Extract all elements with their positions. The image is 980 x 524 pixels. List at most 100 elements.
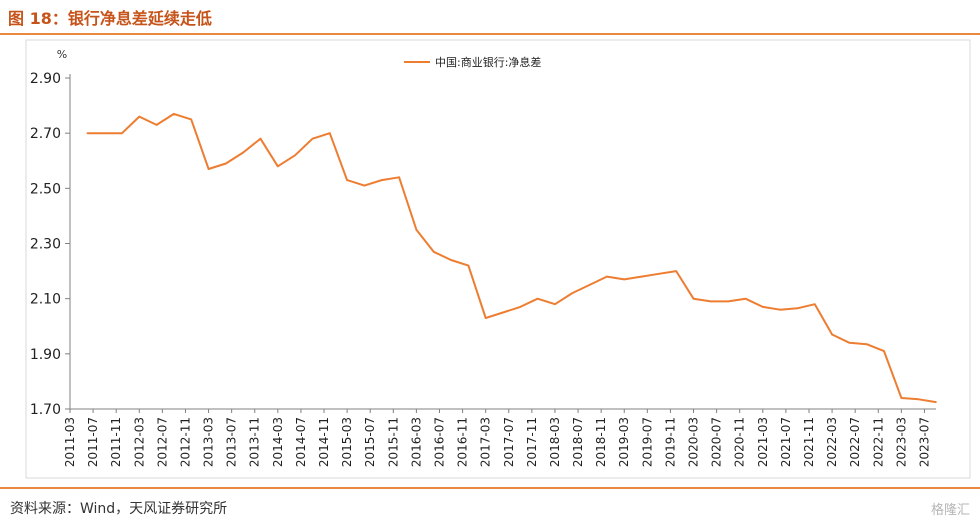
x-tick-label: 2015-11	[386, 417, 400, 467]
data-point	[155, 124, 158, 126]
data-point	[779, 308, 781, 311]
x-tick-label: 2021-07	[779, 417, 793, 467]
x-tick-label: 2012-03	[132, 417, 146, 467]
legend: 中国:商业银行:净息差	[404, 55, 541, 69]
data-point	[640, 275, 643, 278]
data-point	[917, 398, 920, 401]
data-point	[623, 278, 626, 281]
data-point	[796, 307, 799, 310]
x-tick-label: 2018-11	[594, 417, 608, 467]
data-point	[242, 151, 244, 154]
x-tick-label: 2013-03	[202, 417, 216, 467]
data-point	[467, 264, 470, 267]
data-point	[865, 343, 868, 345]
y-tick-label: 1.90	[30, 347, 61, 363]
data-point	[103, 132, 106, 134]
x-tick-label: 2011-07	[86, 417, 100, 467]
x-tick-label: 2016-11	[456, 417, 470, 467]
data-point	[692, 297, 695, 300]
data-point	[883, 350, 885, 352]
x-tick-label: 2017-07	[502, 417, 516, 467]
data-point	[935, 401, 937, 403]
data-point	[86, 132, 89, 134]
data-point	[311, 137, 314, 140]
x-tick-label: 2017-11	[525, 417, 539, 467]
data-point	[138, 115, 141, 118]
x-tick-label: 2014-11	[317, 417, 331, 467]
y-tick-label: 2.30	[30, 237, 61, 253]
x-tick-label: 2016-07	[432, 417, 446, 467]
data-point	[380, 179, 383, 181]
data-point	[277, 165, 279, 168]
x-tick-label: 2015-03	[340, 417, 354, 467]
data-point	[744, 297, 747, 300]
y-axis-unit: %	[57, 48, 67, 61]
plot-area	[86, 112, 937, 404]
data-point	[675, 270, 677, 272]
data-point	[294, 154, 296, 157]
data-point	[173, 113, 175, 115]
x-tick-label: 2019-03	[617, 417, 631, 467]
x-tick-label: 2020-11	[733, 417, 747, 467]
data-point	[398, 176, 400, 179]
y-tick-label: 2.50	[30, 181, 61, 197]
y-tick-label: 2.90	[30, 71, 61, 87]
x-axis: 2011-03 2011-07 2011-11 2012-03 2012-07 2012-…	[63, 408, 936, 467]
data-point	[450, 259, 452, 261]
data-point	[762, 306, 764, 308]
data-point	[484, 317, 487, 319]
data-point	[554, 303, 556, 305]
chart-figure-title: 图 18：银行净息差延续走低	[8, 9, 212, 28]
data-point	[606, 275, 608, 278]
data-point	[848, 342, 851, 344]
y-tick-label: 1.70	[30, 402, 61, 418]
data-point	[588, 284, 591, 286]
data-point	[190, 118, 193, 121]
data-point	[363, 184, 366, 187]
data-point	[813, 303, 816, 305]
x-tick-label: 2020-07	[710, 417, 724, 467]
x-tick-label: 2018-03	[548, 417, 562, 467]
y-axis: 2.90 2.70 2.50 2.30 2.10 1.90 1.70	[30, 71, 71, 418]
x-tick-label: 2014-03	[271, 417, 285, 467]
x-tick-label: 2017-03	[479, 417, 493, 467]
source-note: 资料来源：Wind，天风证券研究所	[10, 501, 228, 517]
data-point	[207, 168, 210, 170]
x-tick-label: 2018-07	[571, 417, 585, 467]
data-point	[727, 300, 729, 303]
x-tick-label: 2014-07	[294, 417, 308, 467]
y-tick-label: 2.10	[30, 292, 61, 308]
x-tick-label: 2012-07	[155, 417, 169, 467]
x-tick-label: 2019-11	[663, 417, 677, 467]
data-point	[346, 179, 348, 181]
x-tick-label: 2020-03	[687, 417, 701, 467]
watermark-logo: 格隆汇	[930, 503, 970, 518]
x-tick-label: 2013-11	[248, 417, 262, 467]
x-tick-label: 2021-03	[756, 417, 770, 467]
data-point	[658, 273, 660, 275]
data-point	[900, 397, 903, 399]
x-tick-label: 2011-03	[63, 417, 77, 467]
x-tick-label: 2019-07	[640, 417, 654, 467]
data-point	[710, 300, 712, 303]
series-line	[87, 112, 937, 404]
data-point	[502, 311, 504, 314]
x-tick-label: 2022-11	[871, 417, 885, 467]
data-point	[536, 297, 539, 300]
x-tick-label: 2016-03	[409, 417, 423, 467]
data-point	[831, 333, 833, 336]
data-point	[571, 292, 574, 294]
footer-rule	[0, 487, 980, 489]
data-point	[121, 132, 123, 134]
x-tick-label: 2012-11	[178, 417, 192, 467]
x-tick-label: 2021-11	[802, 417, 816, 467]
data-point	[329, 132, 331, 134]
x-tick-label: 2022-03	[825, 417, 839, 467]
x-tick-label: 2023-03	[894, 417, 908, 467]
header-rule	[0, 33, 980, 35]
data-point	[432, 250, 435, 253]
x-tick-label: 2022-07	[848, 417, 862, 467]
y-tick-label: 2.70	[30, 126, 61, 142]
data-point	[519, 306, 522, 308]
